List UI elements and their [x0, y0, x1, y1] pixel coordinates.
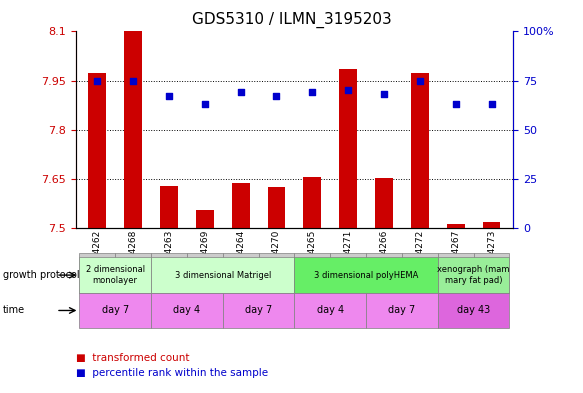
Text: day 4: day 4 [173, 305, 201, 316]
Bar [339, 69, 357, 228]
Point [164, 93, 174, 99]
Bar [411, 73, 429, 228]
Point [380, 91, 389, 97]
Text: day 43: day 43 [457, 305, 490, 316]
Bar [303, 177, 321, 228]
Bar [231, 183, 250, 228]
Bar [124, 31, 142, 228]
Point [93, 77, 102, 84]
Text: GDS5310 / ILMN_3195203: GDS5310 / ILMN_3195203 [192, 12, 391, 28]
Point [236, 89, 245, 95]
Text: 2 dimensional
monolayer: 2 dimensional monolayer [86, 265, 145, 285]
Text: growth protocol: growth protocol [3, 270, 79, 280]
Text: ■  transformed count: ■ transformed count [76, 353, 189, 363]
Text: day 7: day 7 [245, 305, 272, 316]
Text: 3 dimensional Matrigel: 3 dimensional Matrigel [174, 271, 271, 279]
Point [487, 101, 496, 107]
Bar [447, 224, 465, 228]
Text: day 7: day 7 [388, 305, 416, 316]
Bar [196, 210, 214, 228]
Point [272, 93, 281, 99]
Text: xenograph (mam
mary fat pad): xenograph (mam mary fat pad) [437, 265, 510, 285]
Point [128, 77, 138, 84]
Text: day 7: day 7 [101, 305, 129, 316]
Bar [160, 186, 178, 228]
Text: day 4: day 4 [317, 305, 344, 316]
Point [200, 101, 209, 107]
Text: ■  percentile rank within the sample: ■ percentile rank within the sample [76, 368, 268, 378]
Text: 3 dimensional polyHEMA: 3 dimensional polyHEMA [314, 271, 418, 279]
Bar [483, 222, 500, 228]
Point [308, 89, 317, 95]
Text: time: time [3, 305, 25, 316]
Bar [89, 73, 106, 228]
Point [451, 101, 461, 107]
Bar [268, 187, 286, 228]
Point [343, 87, 353, 94]
Point [415, 77, 424, 84]
Bar [375, 178, 393, 228]
